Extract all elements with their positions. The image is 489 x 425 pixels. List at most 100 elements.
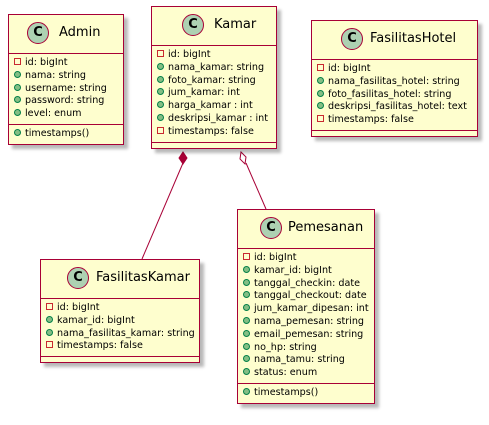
fields-section: id: bigInt nama_kamar: string foto_kamar… xyxy=(152,45,276,142)
fields-section: id: bigInt kamar_id: bigInt nama_fasilit… xyxy=(41,298,199,356)
field-row: foto_kamar: string xyxy=(157,75,276,88)
class-header: C FasilitasHotel xyxy=(312,21,477,59)
private-visibility-icon xyxy=(14,58,21,65)
class-fasilitas-kamar[interactable]: C FasilitasKamar id: bigInt kamar_id: bi… xyxy=(40,259,200,364)
class-kamar[interactable]: C Kamar id: bigInt nama_kamar: string fo… xyxy=(151,6,277,149)
class-header: C FasilitasKamar xyxy=(41,260,199,298)
field-text: status: enum xyxy=(254,367,318,379)
field-text: tanggal_checkin: date xyxy=(254,277,360,289)
public-visibility-icon xyxy=(243,265,250,273)
field-text: nama: string xyxy=(25,69,87,81)
field-row: email_pemesan: string xyxy=(243,329,374,342)
methods-section xyxy=(41,356,199,362)
public-visibility-icon xyxy=(14,109,21,117)
composition-diamond xyxy=(178,151,188,165)
public-visibility-icon xyxy=(157,101,164,109)
class-badge-icon: C xyxy=(27,22,49,44)
field-row: harga_kamar : int xyxy=(157,100,276,113)
field-text: foto_kamar: string xyxy=(168,74,256,86)
field-row: jum_kamar_dipesan: int xyxy=(243,303,374,316)
aggregation-diamond xyxy=(239,150,247,166)
field-row: deskripsi_fasilitas_hotel: text xyxy=(317,101,477,114)
class-title: Admin xyxy=(59,25,101,40)
public-visibility-icon xyxy=(46,328,53,336)
method-row: timestamps() xyxy=(243,387,374,400)
field-row: nama_tamu: string xyxy=(243,354,374,367)
field-row: kamar_id: bigInt xyxy=(243,265,374,278)
public-visibility-icon xyxy=(14,128,21,136)
method-text: timestamps() xyxy=(254,386,319,398)
class-title: FasilitasHotel xyxy=(370,31,457,46)
class-pemesanan[interactable]: C Pemesanan id: bigInt kamar_id: bigInt … xyxy=(237,209,375,404)
field-text: password: string xyxy=(25,95,105,107)
fields-section: id: bigInt nama: string username: string… xyxy=(9,53,123,124)
public-visibility-icon xyxy=(14,83,21,91)
private-visibility-icon xyxy=(157,50,164,57)
public-visibility-icon xyxy=(317,102,324,110)
field-row: tanggal_checkin: date xyxy=(243,278,374,291)
private-visibility-icon xyxy=(46,341,53,349)
public-visibility-icon xyxy=(243,342,250,350)
public-visibility-icon xyxy=(157,62,164,70)
fields-section: id: bigInt nama_fasilitas_hotel: string … xyxy=(312,59,477,130)
public-visibility-icon xyxy=(317,89,324,97)
public-visibility-icon xyxy=(243,291,250,299)
field-row: kamar_id: bigInt xyxy=(46,315,199,328)
class-admin[interactable]: C Admin id: bigInt nama: string username… xyxy=(8,14,124,145)
private-visibility-icon xyxy=(46,303,53,310)
class-title: Pemesanan xyxy=(288,220,364,235)
public-visibility-icon xyxy=(46,315,53,323)
field-row: timestamps: false xyxy=(46,340,199,353)
field-row: nama_pemesan: string xyxy=(243,316,374,329)
method-text: timestamps() xyxy=(25,127,90,139)
field-row: id: bigInt xyxy=(46,302,199,315)
field-text: jum_kamar_dipesan: int xyxy=(254,303,369,315)
methods-section: timestamps() xyxy=(9,123,123,144)
field-text: nama_pemesan: string xyxy=(254,315,365,327)
class-header: C Admin xyxy=(9,15,123,53)
field-row: id: bigInt xyxy=(14,57,123,70)
field-row: status: enum xyxy=(243,367,374,380)
class-badge-icon: C xyxy=(182,14,204,36)
field-row: timestamps: false xyxy=(317,114,477,127)
field-text: timestamps: false xyxy=(328,114,414,126)
field-text: harga_kamar : int xyxy=(168,100,253,112)
field-row: timestamps: false xyxy=(157,126,276,139)
public-visibility-icon xyxy=(14,70,21,78)
field-row: no_hp: string xyxy=(243,342,374,355)
class-badge-icon: C xyxy=(341,28,363,50)
field-row: id: bigInt xyxy=(157,49,276,62)
field-text: deskripsi_fasilitas_hotel: text xyxy=(328,101,467,113)
public-visibility-icon xyxy=(14,96,21,104)
public-visibility-icon xyxy=(243,278,250,286)
field-text: kamar_id: bigInt xyxy=(57,314,135,326)
field-text: no_hp: string xyxy=(254,341,317,353)
field-row: jum_kamar: int xyxy=(157,87,276,100)
field-text: id: bigInt xyxy=(168,49,211,60)
field-row: username: string xyxy=(14,83,123,96)
field-row: level: enum xyxy=(14,108,123,121)
field-text: level: enum xyxy=(25,108,82,120)
field-text: nama_tamu: string xyxy=(254,354,345,366)
field-text: timestamps: false xyxy=(57,340,143,352)
relation-kamar-pemesanan xyxy=(239,150,267,210)
field-text: timestamps: false xyxy=(168,125,254,137)
field-row: password: string xyxy=(14,95,123,108)
field-text: tanggal_checkout: date xyxy=(254,290,367,302)
class-fasilitas-hotel[interactable]: C FasilitasHotel id: bigInt nama_fasilit… xyxy=(311,20,478,137)
field-text: username: string xyxy=(25,82,107,94)
private-visibility-icon xyxy=(317,115,324,123)
class-title: FasilitasKamar xyxy=(96,270,190,285)
field-text: id: bigInt xyxy=(25,57,68,68)
field-row: id: bigInt xyxy=(243,252,374,265)
public-visibility-icon xyxy=(157,75,164,83)
field-text: nama_kamar: string xyxy=(168,61,265,73)
method-row: timestamps() xyxy=(14,128,123,141)
field-text: jum_kamar: int xyxy=(168,87,240,99)
methods-section xyxy=(312,129,477,136)
public-visibility-icon xyxy=(157,88,164,96)
public-visibility-icon xyxy=(317,76,324,84)
methods-section: timestamps() xyxy=(238,382,374,403)
fields-section: id: bigInt kamar_id: bigInt tanggal_chec… xyxy=(238,248,374,383)
